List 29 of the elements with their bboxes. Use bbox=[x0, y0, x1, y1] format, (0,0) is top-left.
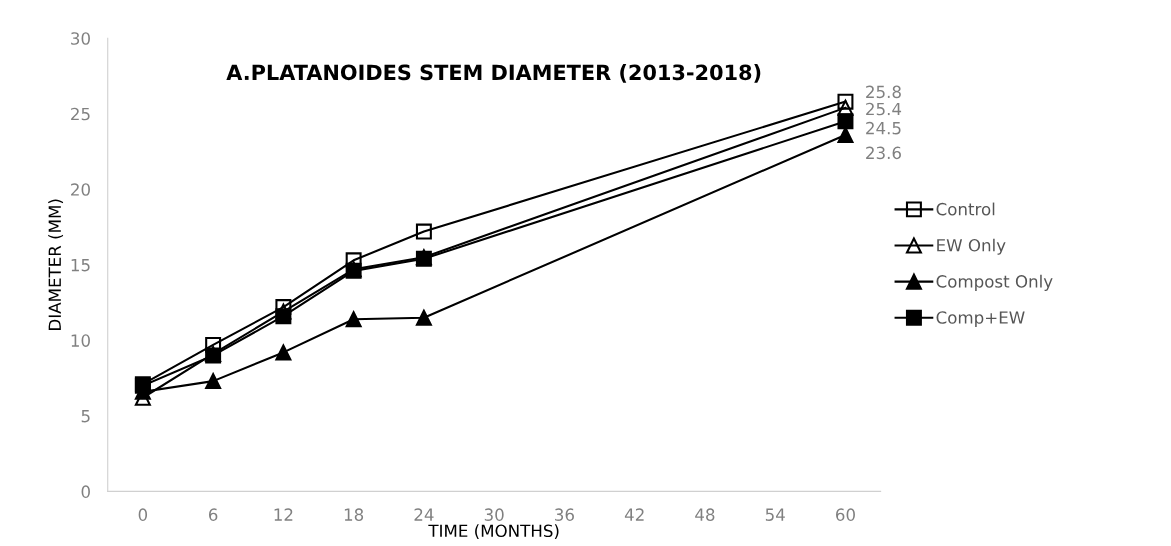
legend-label: Compost Only bbox=[936, 274, 1053, 291]
y-tick-label: 0 bbox=[81, 485, 90, 498]
data-label: 24.5 bbox=[866, 121, 901, 135]
x-tick-label: 48 bbox=[695, 508, 715, 521]
y-tick-label: 15 bbox=[71, 258, 90, 272]
x-tick-label: 42 bbox=[624, 508, 644, 521]
x-tick-label: 30 bbox=[484, 508, 504, 521]
data-label: 25.8 bbox=[866, 85, 901, 99]
y-tick-label: 25 bbox=[71, 107, 90, 121]
y-tick-label: 5 bbox=[81, 410, 90, 423]
text: A.PLATANOIDES STEM DIAMETER (2013-2018) bbox=[226, 64, 761, 83]
x-tick-label: 6 bbox=[208, 508, 218, 521]
legend-label: Control bbox=[936, 202, 995, 216]
legend-label: Comp+EW bbox=[936, 311, 1025, 328]
x-tick-label: 24 bbox=[414, 508, 434, 521]
x-tick-label: 12 bbox=[274, 508, 293, 521]
x-tick-label: 0 bbox=[138, 508, 148, 521]
data-label: 23.6 bbox=[866, 146, 901, 160]
x-tick-label: 60 bbox=[836, 508, 855, 521]
legend-label: EW Only bbox=[937, 238, 1006, 255]
x-tick-label: 36 bbox=[555, 508, 574, 521]
y-tick-label: 30 bbox=[71, 32, 90, 45]
y-tick-label: 20 bbox=[71, 183, 90, 196]
x-tick-label: 54 bbox=[765, 508, 785, 521]
data-label: 25.4 bbox=[866, 102, 902, 116]
x-axis-title: TIME (MONTHS) bbox=[428, 524, 559, 540]
y-tick-label: 10 bbox=[71, 334, 90, 347]
x-tick-label: 18 bbox=[344, 508, 364, 521]
y-axis-title: DIAMETER (MM) bbox=[48, 199, 64, 330]
